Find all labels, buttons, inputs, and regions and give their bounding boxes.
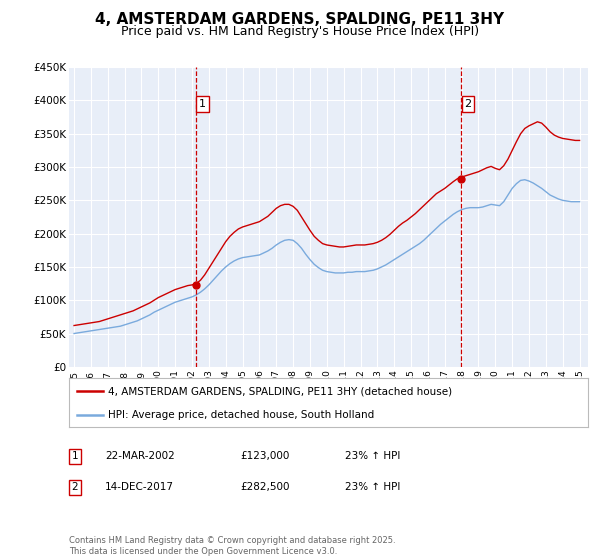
Text: 14-DEC-2017: 14-DEC-2017: [105, 482, 174, 492]
Text: 22-MAR-2002: 22-MAR-2002: [105, 451, 175, 461]
Text: HPI: Average price, detached house, South Holland: HPI: Average price, detached house, Sout…: [108, 410, 374, 420]
Text: 23% ↑ HPI: 23% ↑ HPI: [345, 482, 400, 492]
Text: 2: 2: [464, 99, 472, 109]
Text: 2: 2: [71, 482, 79, 492]
Text: 4, AMSTERDAM GARDENS, SPALDING, PE11 3HY: 4, AMSTERDAM GARDENS, SPALDING, PE11 3HY: [95, 12, 505, 27]
Text: 4, AMSTERDAM GARDENS, SPALDING, PE11 3HY (detached house): 4, AMSTERDAM GARDENS, SPALDING, PE11 3HY…: [108, 386, 452, 396]
Text: Price paid vs. HM Land Registry's House Price Index (HPI): Price paid vs. HM Land Registry's House …: [121, 25, 479, 38]
Text: £123,000: £123,000: [240, 451, 289, 461]
Text: Contains HM Land Registry data © Crown copyright and database right 2025.
This d: Contains HM Land Registry data © Crown c…: [69, 536, 395, 556]
Text: 1: 1: [199, 99, 206, 109]
Text: 23% ↑ HPI: 23% ↑ HPI: [345, 451, 400, 461]
Text: 1: 1: [71, 451, 79, 461]
Text: £282,500: £282,500: [240, 482, 290, 492]
